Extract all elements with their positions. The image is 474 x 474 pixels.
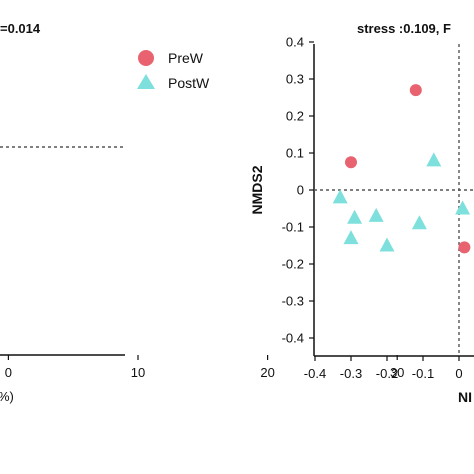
legend-postw-label: PostW [168,75,210,91]
legend-postw-marker [137,74,155,89]
right-x-tick-label: -0.4 [304,366,326,381]
right-panel-y-axis-label: NMDS2 [249,165,265,214]
right-y-tick-label: -0.2 [282,257,304,272]
left-x-tick-label: 20 [260,365,274,380]
left-x-tick-label: 0 [5,365,12,380]
right-x-tick-label: -0.1 [412,366,434,381]
right-point-postw [343,230,359,245]
right-x-tick-label: 0 [455,366,462,381]
right-y-tick-label: 0.2 [286,109,304,124]
right-point-prew [409,84,422,97]
legend: PreW PostW [137,50,210,91]
left-panel-title: =0.014 [0,21,41,36]
left-panel-x-axis-label: %) [0,389,14,404]
right-y-tick-label: -0.3 [282,294,304,309]
right-point-postw [332,189,348,204]
right-panel-x-axis-label: NI [458,389,472,405]
right-y-tick-label: 0.1 [286,146,304,161]
right-point-postw [379,237,395,252]
right-panel-title: stress :0.109, F [357,21,451,36]
right-y-tick-label: 0.4 [286,35,304,50]
right-point-postw [347,209,363,224]
right-y-tick-label: 0.3 [286,72,304,87]
right-point-postw [455,200,471,215]
right-point-postw [368,207,384,222]
right-point-postw [426,152,442,167]
right-x-tick-label: -0.2 [376,366,398,381]
right-y-tick-label: -0.4 [282,331,304,346]
right-y-tick-label: -0.1 [282,220,304,235]
legend-prew-label: PreW [168,50,204,66]
left-panel: =0.014 0102030405060708090 %) [0,21,404,404]
right-panel: stress :0.109, F NMDS2 0.4 0.3 0.2 0.1 0 -0.1… [249,21,474,405]
right-point-postw [411,215,427,230]
left-x-tick-label: 10 [131,365,145,380]
left-x-tick-label: 30 [390,365,404,380]
legend-prew-marker [138,50,154,66]
right-point-prew [458,241,471,254]
right-point-prew [345,156,357,169]
right-x-tick-label: -0.3 [340,366,362,381]
right-y-tick-label: 0 [297,183,304,198]
